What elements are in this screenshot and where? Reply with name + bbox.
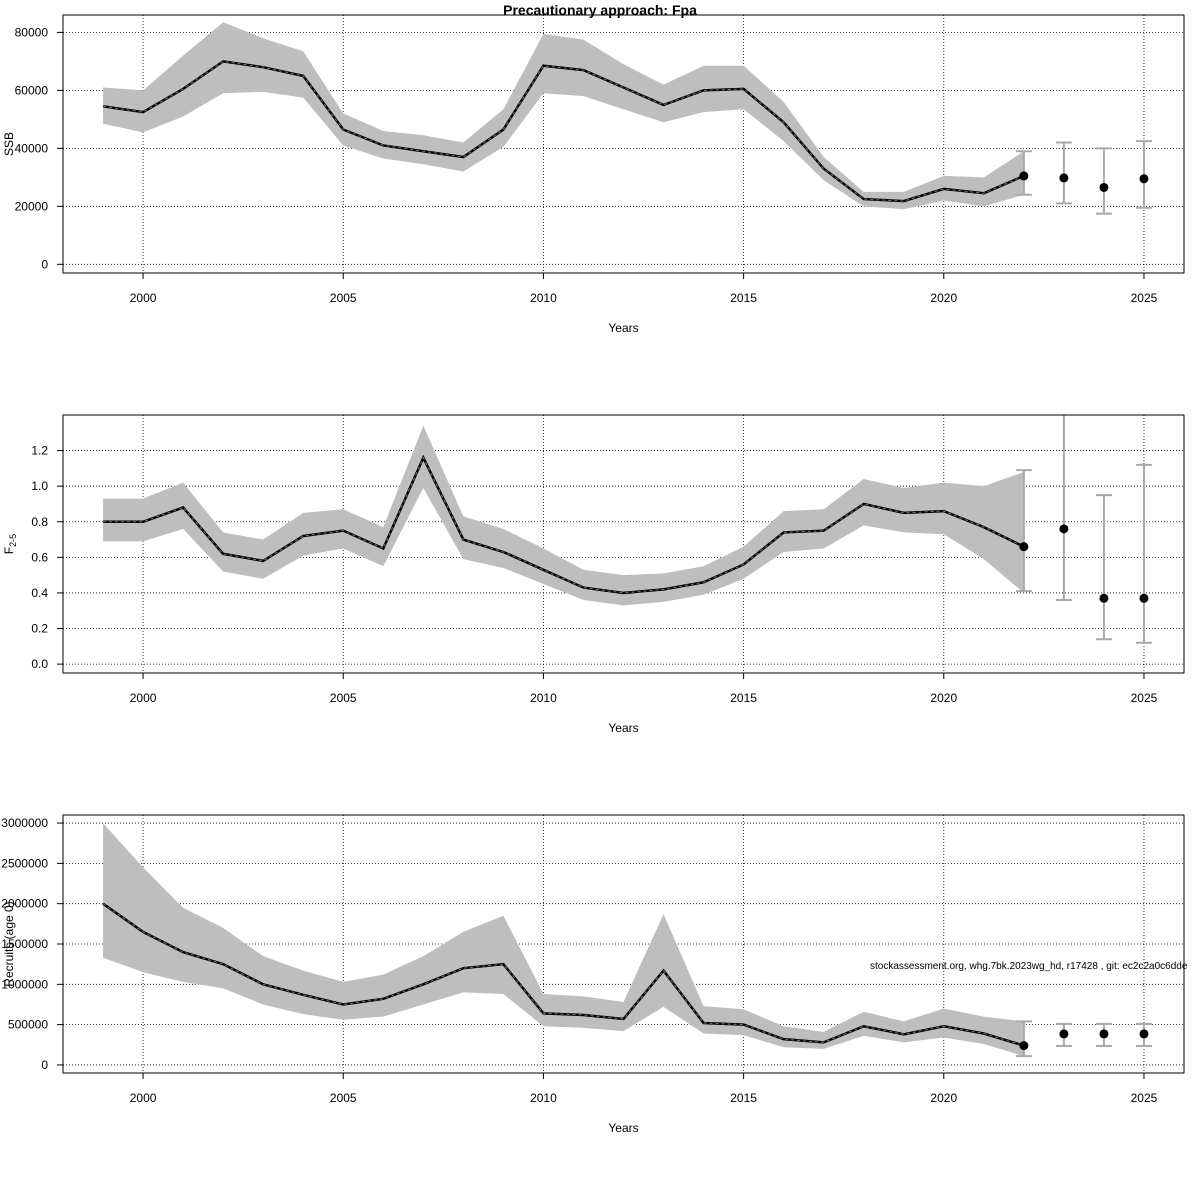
forecast-point (1099, 593, 1109, 603)
y-tick-label: 0 (41, 1058, 48, 1072)
y-tick-label: 2500000 (1, 856, 48, 870)
forecast-point (1099, 1029, 1109, 1039)
plot-area (63, 415, 1184, 673)
y-tick-label: 80000 (15, 25, 49, 39)
x-tick-label: 2025 (1131, 1091, 1158, 1105)
plot-frame (62, 414, 1185, 674)
y-tick-label: 1.2 (31, 444, 48, 458)
confidence-band (103, 823, 1024, 1057)
y-tick-label: 0.0 (31, 657, 48, 671)
forecast-point (1059, 1029, 1069, 1039)
forecast-point (1059, 173, 1069, 183)
x-tick-label: 2015 (730, 691, 757, 705)
x-tick-label: 2020 (930, 291, 957, 305)
estimate-line-dashes (102, 903, 1025, 1047)
chart-panel-2: 2000 2005 2010 2015 2020 2025 0.0 0.2 0.4 0.6 0.8 1… (2, 414, 1185, 735)
forecast-point (1019, 171, 1029, 181)
x-tick-label: 2005 (330, 1091, 357, 1105)
confidence-band (103, 425, 1024, 606)
estimate-line-dashes (102, 60, 1025, 202)
chart-panels: 2000 2005 2010 2015 2020 20250200004000060000… (1, 14, 1185, 1135)
x-axis-title: Years (608, 321, 638, 335)
figure-title: Precautionary approach: Fpa (503, 2, 697, 18)
plot-frame (62, 14, 1185, 274)
x-tick-label: 2005 (330, 291, 357, 305)
forecast-point (1099, 182, 1109, 192)
x-tick-label: 2000 (130, 1091, 157, 1105)
confidence-band (103, 22, 1024, 210)
chart-panel-3: 2000 2005 2010 2015 2020 2025 0 500000 1000000 15… (1, 814, 1185, 1135)
x-tick-label: 2015 (730, 1091, 757, 1105)
y-tick-label: 500000 (8, 1018, 48, 1032)
x-tick-label: 2000 (130, 291, 157, 305)
forecast-point (1019, 542, 1029, 552)
x-axis-title: Years (608, 721, 638, 735)
x-tick-label: 2020 (930, 691, 957, 705)
y-axis-title: F2-5 (2, 534, 18, 554)
plot-area (63, 15, 1184, 273)
forecast-point (1059, 524, 1069, 534)
x-tick-label: 2005 (330, 691, 357, 705)
y-tick-label: 20000 (15, 199, 49, 213)
y-tick-label: 0.8 (31, 515, 48, 529)
x-tick-label: 2010 (530, 291, 557, 305)
x-tick-label: 2010 (530, 1091, 557, 1105)
y-tick-label: 40000 (15, 141, 49, 155)
chart-panel-1: 2000 2005 2010 2015 2020 2025 0 20000 40000 60000… (2, 14, 1185, 335)
y-tick-label: 3000000 (1, 816, 48, 830)
y-tick-label: 1000000 (1, 977, 48, 991)
y-tick-label: 2000000 (1, 897, 48, 911)
x-tick-label: 2015 (730, 291, 757, 305)
x-tick-label: 2000 (130, 691, 157, 705)
forecast-point (1139, 593, 1149, 603)
footnote-text: stockassessment.org, whg.7bk.2023wg_hd, … (870, 961, 1188, 972)
y-tick-label: 0 (41, 257, 48, 271)
x-tick-label: 2025 (1131, 291, 1158, 305)
y-axis-title: SSB (2, 132, 16, 156)
y-tick-label: 0.2 (31, 622, 48, 636)
y-tick-label: 0.6 (31, 550, 48, 564)
forecast-point (1139, 1029, 1149, 1039)
estimate-line-dashes (103, 456, 1025, 594)
forecast-point (1019, 1041, 1029, 1051)
y-tick-label: 1.0 (31, 479, 48, 493)
x-axis-title: Years (608, 1121, 638, 1135)
x-tick-label: 2010 (530, 691, 557, 705)
x-tick-label: 2025 (1131, 691, 1158, 705)
y-tick-label: 0.4 (31, 586, 48, 600)
y-axis-title: Recruits (age 0) (2, 901, 16, 986)
y-axis-title-subscript: 2-5 (8, 534, 18, 547)
y-tick-label: 60000 (15, 83, 49, 97)
plot-area (63, 815, 1184, 1073)
forecast-point (1139, 174, 1149, 184)
x-tick-label: 2020 (930, 1091, 957, 1105)
y-tick-label: 1500000 (1, 937, 48, 951)
